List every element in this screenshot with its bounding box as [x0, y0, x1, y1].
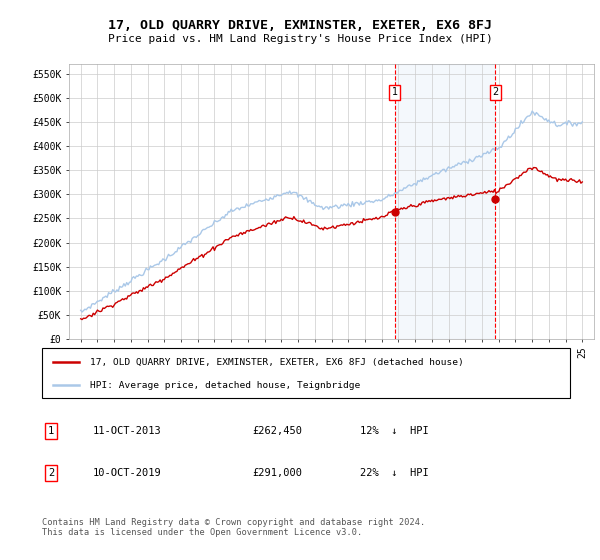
Text: 2: 2	[492, 87, 499, 97]
Text: 1: 1	[392, 87, 398, 97]
Point	[490, 194, 500, 203]
Text: 2: 2	[48, 468, 54, 478]
Text: 11-OCT-2013: 11-OCT-2013	[93, 426, 162, 436]
Text: HPI: Average price, detached house, Teignbridge: HPI: Average price, detached house, Teig…	[89, 381, 360, 390]
Text: 17, OLD QUARRY DRIVE, EXMINSTER, EXETER, EX6 8FJ (detached house): 17, OLD QUARRY DRIVE, EXMINSTER, EXETER,…	[89, 358, 463, 367]
Text: 10-OCT-2019: 10-OCT-2019	[93, 468, 162, 478]
Text: £291,000: £291,000	[252, 468, 302, 478]
Text: 17, OLD QUARRY DRIVE, EXMINSTER, EXETER, EX6 8FJ: 17, OLD QUARRY DRIVE, EXMINSTER, EXETER,…	[108, 18, 492, 32]
Bar	[395, 64, 495, 339]
Text: 1: 1	[48, 426, 54, 436]
Text: 12%  ↓  HPI: 12% ↓ HPI	[360, 426, 429, 436]
Point	[390, 208, 400, 217]
Text: £262,450: £262,450	[252, 426, 302, 436]
Text: Contains HM Land Registry data © Crown copyright and database right 2024.
This d: Contains HM Land Registry data © Crown c…	[42, 518, 425, 538]
Text: Price paid vs. HM Land Registry's House Price Index (HPI): Price paid vs. HM Land Registry's House …	[107, 34, 493, 44]
Text: 22%  ↓  HPI: 22% ↓ HPI	[360, 468, 429, 478]
